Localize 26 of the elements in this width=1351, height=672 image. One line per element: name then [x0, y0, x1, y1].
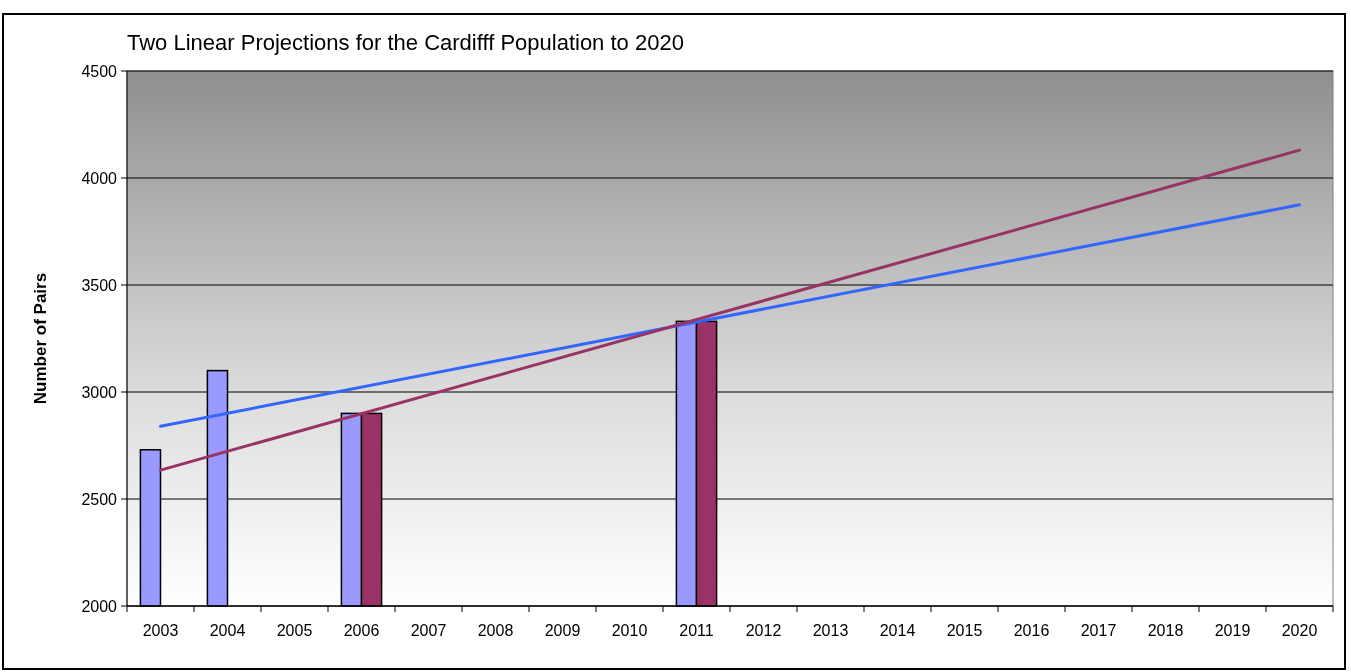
x-tick-label: 2013 [812, 622, 849, 639]
x-tick-label: 2008 [477, 622, 514, 639]
x-tick-label: 2012 [745, 622, 782, 639]
chart-title: Two Linear Projections for the Cardifff Population to 2020 [127, 30, 684, 55]
x-tick-label: 2009 [544, 622, 581, 639]
x-tick-label: 2010 [611, 622, 648, 639]
x-tick-label: 2004 [209, 622, 246, 639]
y-tick-label: 4000 [81, 169, 118, 187]
y-tick-label: 3000 [81, 383, 118, 401]
y-tick-label: 2500 [81, 490, 118, 508]
x-tick-label: 2015 [946, 622, 983, 639]
x-tick-label: 2018 [1147, 622, 1184, 639]
x-tick-label: 2005 [276, 622, 313, 639]
x-tick-label: 2019 [1214, 622, 1251, 639]
x-tick-label: 2017 [1080, 622, 1117, 639]
x-tick-label: 2011 [679, 622, 714, 639]
y-axis-title: Number of Pairs [31, 272, 50, 405]
x-tick-label: 2007 [410, 622, 447, 639]
y-tick-label: 4500 [81, 62, 118, 80]
x-tick-label: 2014 [879, 622, 916, 639]
x-tick-label: 2003 [142, 622, 179, 639]
x-tick-label: 2006 [343, 622, 380, 639]
y-tick-label: 2000 [81, 597, 118, 615]
x-tick-label: 2016 [1013, 622, 1050, 639]
y-tick-label: 3500 [81, 276, 118, 294]
x-tick-label: 2020 [1281, 622, 1318, 639]
